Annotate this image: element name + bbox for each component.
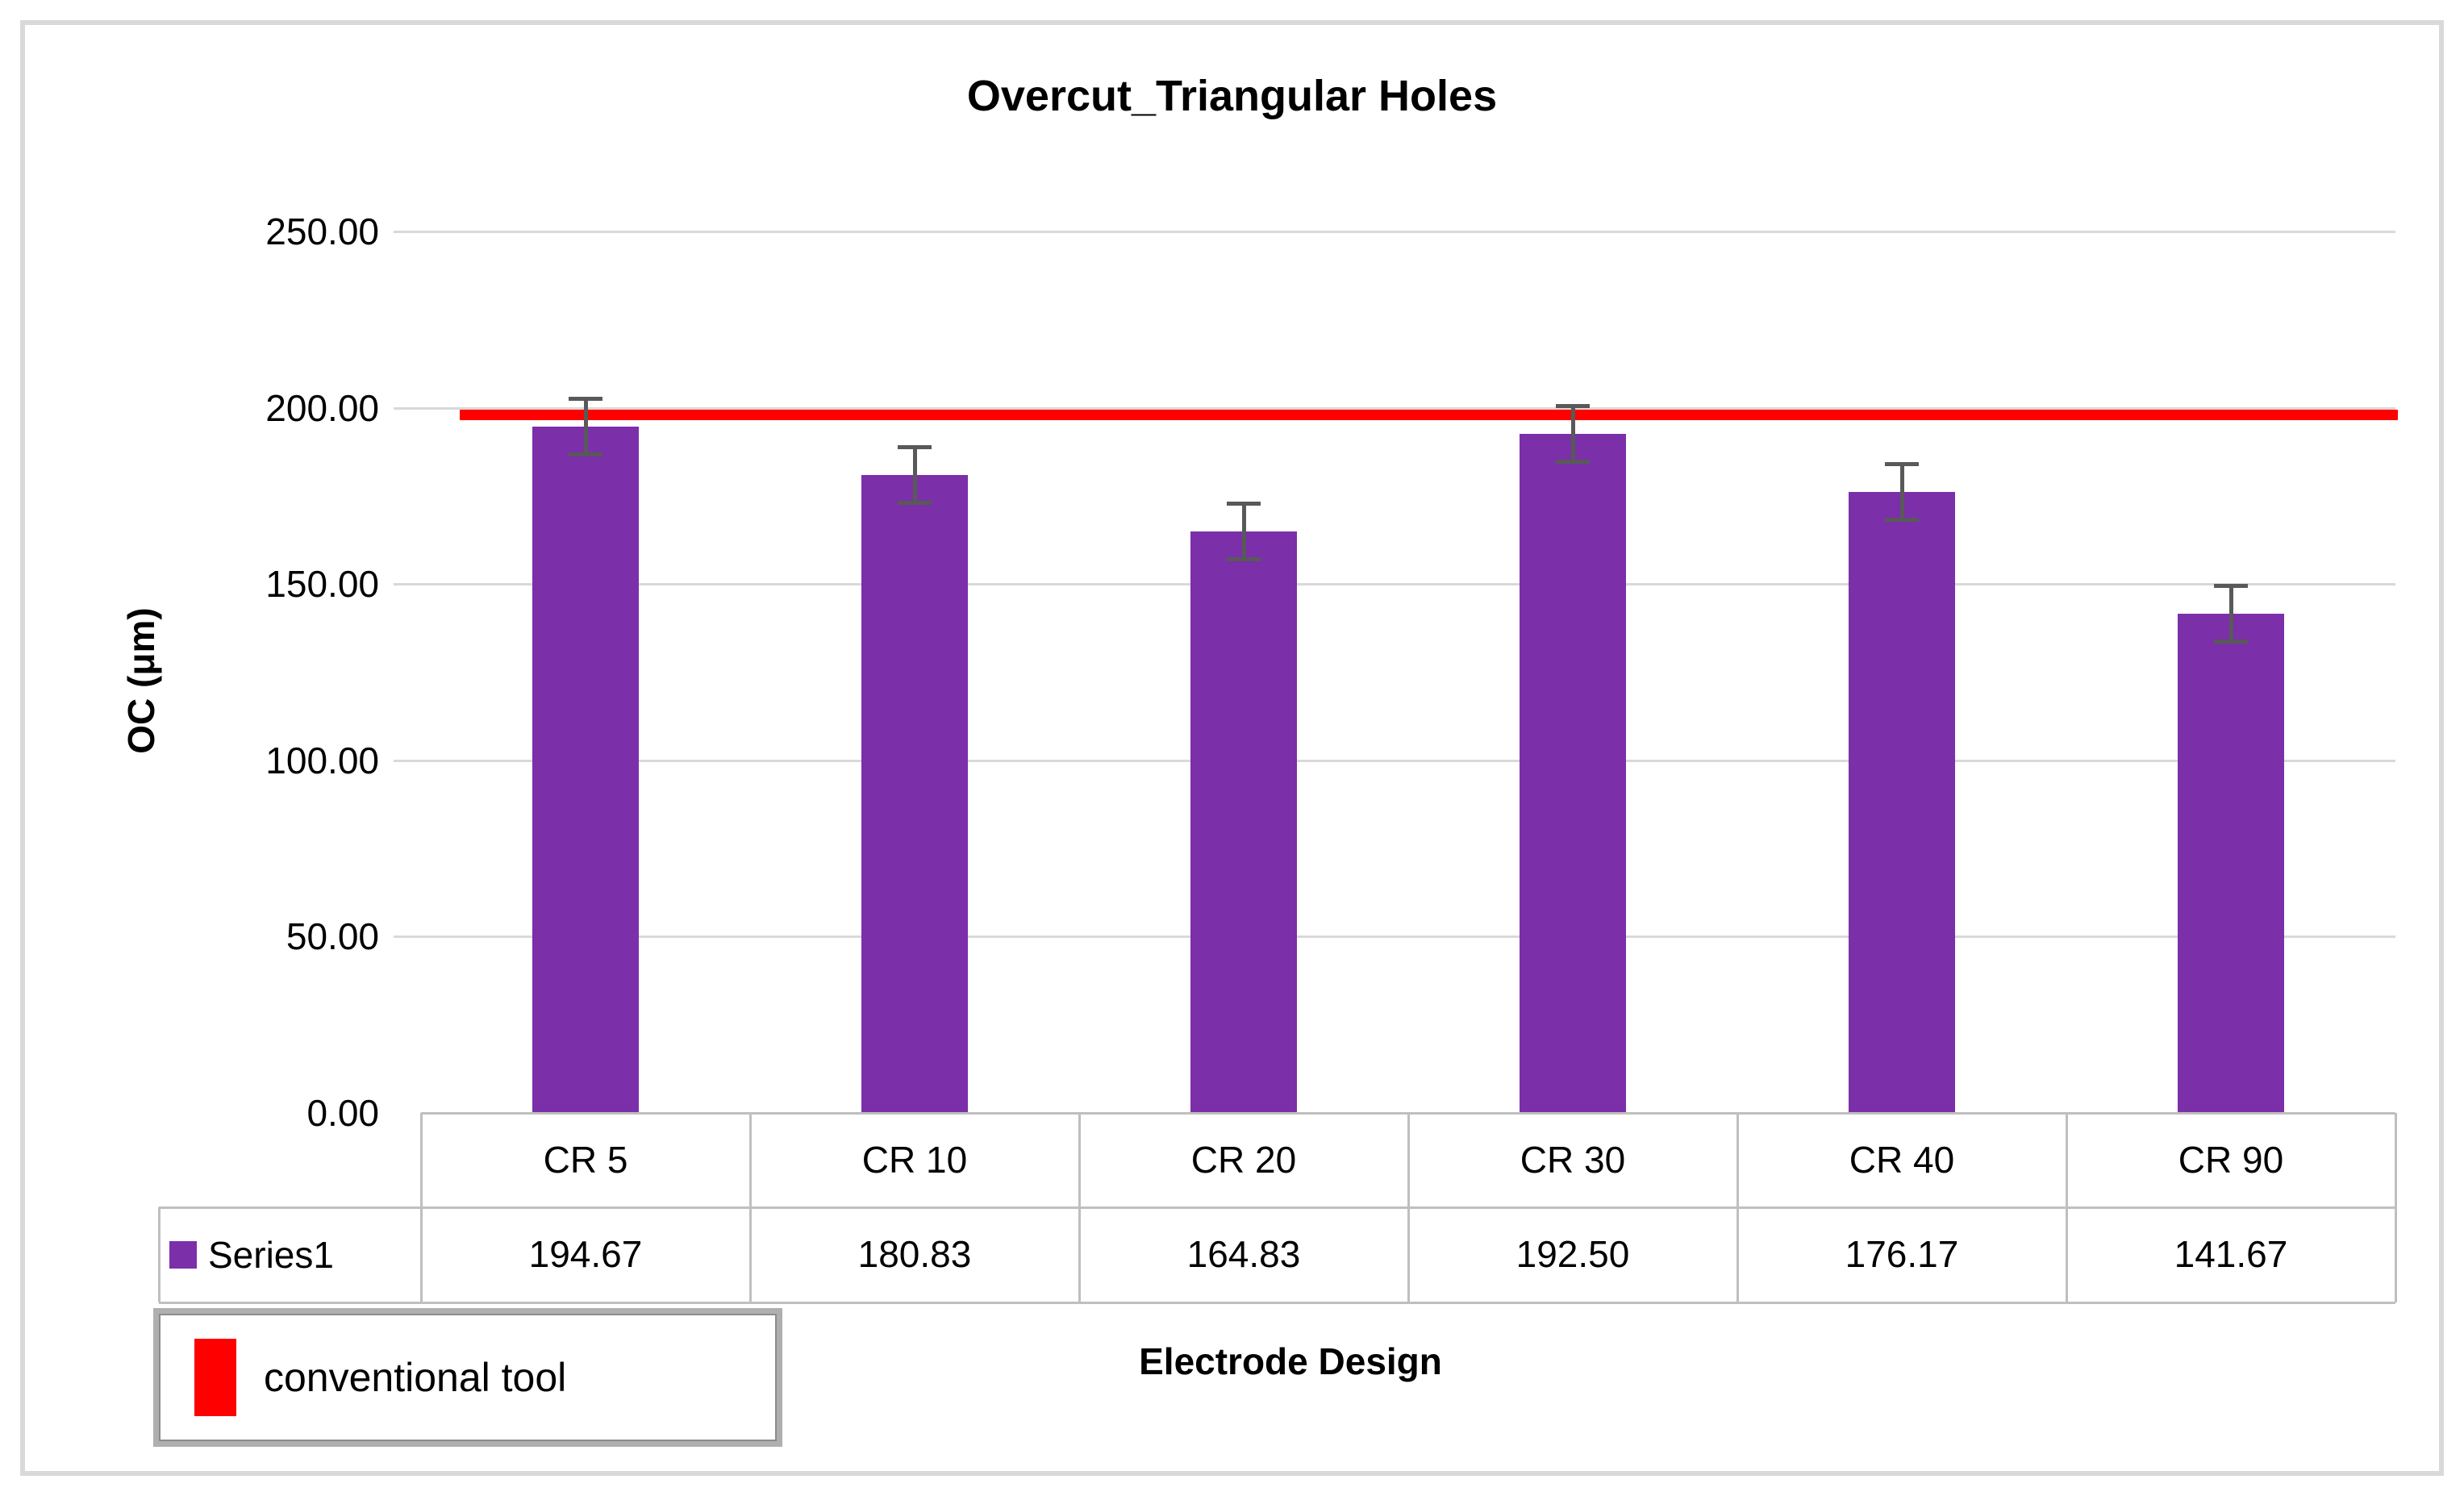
error-bar-top-cap xyxy=(898,445,932,449)
error-bar-top-cap xyxy=(1885,462,1919,466)
error-bar-line xyxy=(1900,464,1904,520)
y-tick-label: 50.00 xyxy=(286,915,379,957)
bar-cr-40 xyxy=(1849,492,1955,1113)
legend: conventional tool xyxy=(153,1308,782,1447)
table-border-vertical xyxy=(158,1207,161,1302)
error-bar-bottom-cap xyxy=(898,501,932,505)
error-bar-top-cap xyxy=(569,397,602,401)
table-border-horizontal xyxy=(159,1302,2395,1304)
table-border-horizontal xyxy=(159,1206,2395,1209)
series1-swatch-icon xyxy=(169,1241,197,1269)
y-tick-label: 100.00 xyxy=(265,740,379,781)
table-category-cr-40: CR 40 xyxy=(1849,1139,1955,1181)
table-border-vertical xyxy=(1736,1113,1739,1302)
table-value-cr-30: 192.50 xyxy=(1516,1233,1630,1275)
reference-line-conventional-tool xyxy=(460,410,2398,420)
error-bar-line xyxy=(584,398,588,455)
error-bar-line xyxy=(1242,503,1246,560)
table-value-cr-20: 164.83 xyxy=(1186,1233,1301,1275)
y-tick-label: 150.00 xyxy=(265,563,379,605)
y-tick-label: 200.00 xyxy=(265,387,379,429)
table-category-cr-90: CR 90 xyxy=(2178,1139,2284,1181)
gridline-y-250.00 xyxy=(394,231,2395,233)
bar-cr-30 xyxy=(1520,434,1626,1113)
error-bar-line xyxy=(1571,406,1575,462)
gridline-y-150.00 xyxy=(394,583,2395,585)
gridline-y-200.00 xyxy=(394,407,2395,410)
table-border-vertical xyxy=(1407,1113,1410,1302)
legend-conventional-tool-label: conventional tool xyxy=(264,1355,567,1400)
error-bar-bottom-cap xyxy=(1227,557,1261,561)
y-tick-label: 0.00 xyxy=(306,1092,379,1134)
bar-cr-20 xyxy=(1190,531,1297,1113)
table-value-cr-40: 176.17 xyxy=(1845,1233,1959,1275)
gridline-y-100.00 xyxy=(394,760,2395,762)
bar-cr-10 xyxy=(861,475,968,1113)
error-bar-line xyxy=(2229,585,2233,642)
error-bar-top-cap xyxy=(1227,502,1261,506)
conventional-tool-swatch-icon xyxy=(194,1339,236,1416)
table-border-vertical xyxy=(2066,1113,2068,1302)
table-border-vertical xyxy=(749,1113,752,1302)
table-value-cr-5: 194.67 xyxy=(528,1233,643,1275)
table-category-cr-10: CR 10 xyxy=(861,1139,968,1181)
error-bar-top-cap xyxy=(2214,584,2248,588)
error-bar-line xyxy=(913,447,917,503)
table-value-cr-10: 180.83 xyxy=(857,1233,972,1275)
error-bar-bottom-cap xyxy=(1885,518,1919,522)
table-border-vertical xyxy=(2395,1113,2397,1302)
gridline-y-50.00 xyxy=(394,936,2395,938)
x-axis-title: Electrode Design xyxy=(1139,1340,1442,1382)
series1-label: Series1 xyxy=(208,1234,334,1276)
error-bar-bottom-cap xyxy=(569,452,602,456)
table-category-cr-5: CR 5 xyxy=(543,1139,628,1181)
table-value-cr-90: 141.67 xyxy=(2174,1233,2288,1275)
chart-title: Overcut_Triangular Holes xyxy=(966,72,1498,120)
y-tick-label: 250.00 xyxy=(265,210,379,252)
error-bar-top-cap xyxy=(1556,404,1590,408)
table-border-vertical xyxy=(420,1113,423,1302)
table-border-vertical xyxy=(1078,1113,1081,1302)
data-table-series-row-header: Series1 xyxy=(169,1211,411,1298)
y-axis-title: OC (μm) xyxy=(120,607,162,754)
table-category-cr-30: CR 30 xyxy=(1520,1139,1626,1181)
bar-cr-5 xyxy=(532,427,639,1113)
table-category-cr-20: CR 20 xyxy=(1190,1139,1297,1181)
bar-cr-90 xyxy=(2178,614,2284,1113)
error-bar-bottom-cap xyxy=(1556,460,1590,464)
error-bar-bottom-cap xyxy=(2214,640,2248,644)
